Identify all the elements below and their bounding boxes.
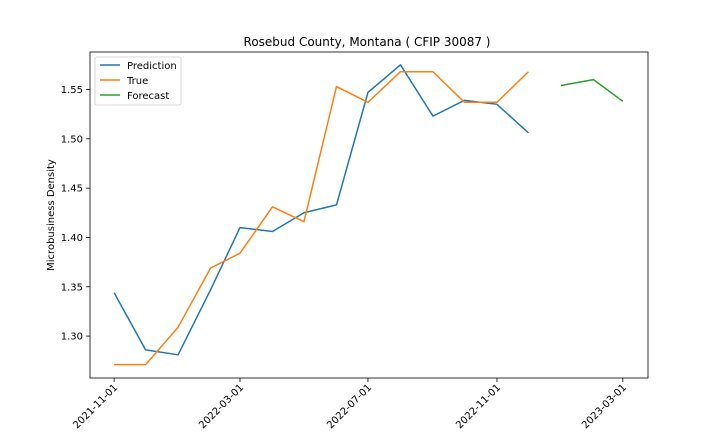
x-tick-label: 2022-11-01 (454, 382, 503, 431)
plot-area (89, 51, 649, 379)
legend-label-prediction: Prediction (127, 61, 177, 72)
y-tick-label: 1.40 (61, 233, 83, 244)
legend-box (94, 56, 182, 106)
legend-label-forecast: Forecast (127, 91, 169, 102)
x-tick-label: 2021-11-01 (71, 382, 120, 431)
x-tick-label: 2023-03-01 (580, 382, 629, 431)
series-line-forecast (560, 78, 624, 102)
series-line-true (114, 70, 529, 366)
legend-label-true: True (126, 76, 148, 87)
x-tick-label: 2022-07-01 (325, 382, 374, 431)
y-axis-label: Microbusiness Density (46, 159, 57, 271)
y-tick-label: 1.45 (61, 184, 83, 195)
series-line-prediction (113, 64, 529, 356)
series-layer (113, 64, 624, 366)
y-tick-label: 1.55 (61, 85, 83, 96)
legend: Prediction True Forecast (94, 56, 182, 106)
y-tick-label: 1.35 (61, 282, 83, 293)
y-tick-label: 1.30 (61, 332, 83, 343)
x-tick-label: 2022-03-01 (197, 382, 246, 431)
chart-title: Rosebud County, Montana ( CFIP 30087 ) (244, 35, 491, 49)
y-tick-label: 1.50 (61, 134, 83, 145)
